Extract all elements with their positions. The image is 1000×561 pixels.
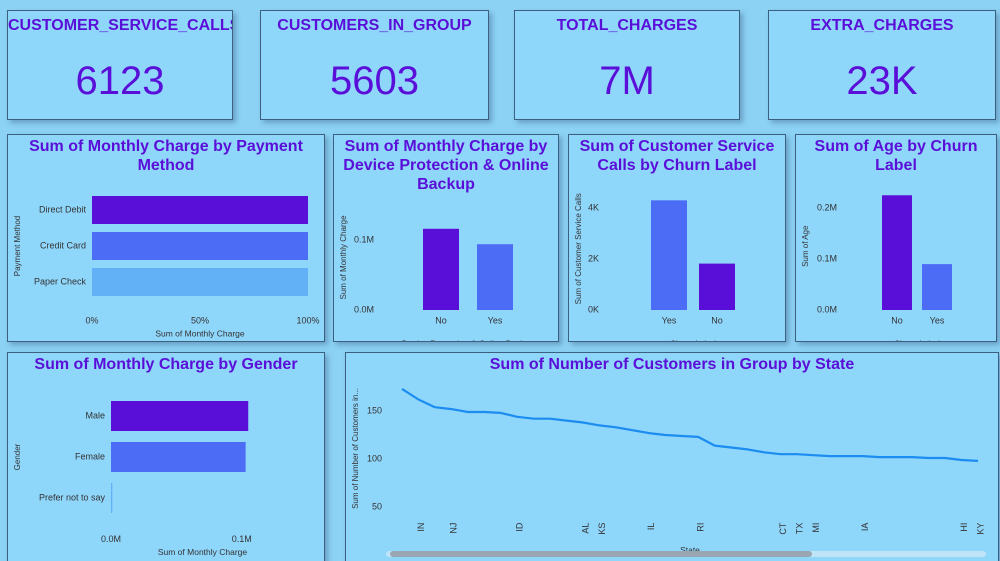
- bar: [111, 442, 246, 472]
- y-tick-label: Direct Debit: [39, 204, 87, 214]
- chart-title: Sum of Monthly Charge by Gender: [34, 356, 298, 373]
- chart: Sum of Monthly Charge Gender 0.0M 0.1M Male F…: [13, 401, 252, 557]
- chart-panel: Device Protection & Online Backup Sum of …: [333, 134, 559, 342]
- chart-title: Sum of Number of Customers in Group by S…: [489, 356, 855, 373]
- x-axis-label: Sum of Monthly Charge: [158, 547, 248, 557]
- kpi-card: CUSTOMER_SERVICE_CALLS 6123: [7, 10, 233, 120]
- y-tick-label: 150: [367, 405, 382, 415]
- chart: Churn Label Sum of Age 0.0M 0.1M 0.2M No Yes: [801, 195, 952, 342]
- x-tick-label: KS: [597, 523, 607, 535]
- chart-panel: Sum of Monthly Charge Payment Method 0% 50%…: [7, 134, 325, 342]
- x-tick-label: TX: [794, 523, 804, 535]
- x-axis-label: Churn Label: [670, 338, 716, 342]
- card-value: 23K: [846, 59, 918, 103]
- y-tick-label: Female: [75, 451, 105, 461]
- y-tick-label: 0.2M: [817, 202, 837, 212]
- x-tick-label: NJ: [449, 523, 459, 534]
- y-axis-label: Gender: [13, 443, 22, 470]
- bar: [651, 200, 687, 310]
- card-title: CUSTOMERS_IN_GROUP: [277, 17, 472, 34]
- bar: [882, 195, 912, 310]
- card-value: 7M: [599, 59, 655, 103]
- x-tick-label: AL: [580, 523, 590, 534]
- x-tick-label: HI: [959, 523, 969, 532]
- y-tick-label: Prefer not to say: [39, 492, 106, 502]
- bar: [92, 196, 308, 224]
- chart-panel: Churn Label Sum of Age 0.0M 0.1M 0.2M No Yes Su…: [795, 134, 997, 342]
- x-tick-label: No: [435, 315, 447, 325]
- x-axis-label: Device Protection & Online Backup: [402, 338, 535, 342]
- x-tick-label: 0.0M: [101, 534, 121, 544]
- bar: [111, 401, 249, 431]
- x-tick-label: Yes: [930, 315, 945, 325]
- x-tick-label: CT: [778, 522, 788, 534]
- y-axis-label: Sum of Customer Service Calls: [574, 193, 583, 304]
- card-title: TOTAL_CHARGES: [556, 17, 698, 34]
- chart-title: Sum of Monthly Charge by Payment Method: [29, 138, 303, 174]
- x-tick-label: IL: [646, 523, 656, 531]
- y-tick-label: 2K: [588, 253, 599, 263]
- chart: Churn Label Sum of Customer Service Calls…: [574, 193, 735, 342]
- chart-panel: Sum of Monthly Charge Gender 0.0M 0.1M Male F…: [7, 352, 325, 561]
- y-tick-label: 100: [367, 453, 382, 463]
- y-tick-label: Credit Card: [40, 240, 86, 250]
- y-tick-label: 0.1M: [354, 234, 374, 244]
- chart: Sum of Monthly Charge Payment Method 0% 50%…: [13, 196, 320, 338]
- x-tick-label: No: [891, 315, 903, 325]
- card-value: 6123: [75, 59, 165, 103]
- y-axis-label: Sum of Number of Customers in...: [351, 388, 360, 509]
- chart-panel: Churn Label Sum of Customer Service Calls…: [568, 134, 786, 342]
- y-tick-label: Paper Check: [34, 276, 87, 286]
- x-tick-label: KY: [975, 523, 985, 535]
- x-tick-label: MI: [811, 523, 821, 533]
- card-value: 5603: [330, 59, 419, 103]
- y-tick-label: Male: [85, 410, 105, 420]
- chart: Device Protection & Online Backup Sum of …: [339, 215, 535, 342]
- y-tick-label: 0.0M: [354, 304, 374, 314]
- y-axis-label: Sum of Monthly Charge: [339, 215, 348, 300]
- bar: [423, 228, 459, 310]
- line-series: [401, 387, 979, 462]
- y-tick-label: 0.0M: [817, 304, 837, 314]
- chart-title: Sum of Age by Churn Label: [814, 138, 978, 174]
- bar: [92, 268, 308, 296]
- y-axis-label: Payment Method: [13, 216, 22, 276]
- x-tick-label: Yes: [662, 315, 677, 325]
- bar: [477, 244, 513, 310]
- bar: [111, 483, 113, 513]
- y-tick-label: 4K: [588, 202, 599, 212]
- x-tick-label: No: [711, 315, 723, 325]
- x-tick-label: IN: [416, 523, 426, 532]
- x-tick-label: RI: [696, 523, 706, 532]
- x-tick-label: IA: [860, 523, 870, 532]
- x-axis-label: Sum of Monthly Charge: [155, 328, 245, 338]
- y-tick-label: 0K: [588, 304, 599, 314]
- chart-panel: State Sum of Number of Customers in... 50 1…: [345, 352, 999, 561]
- bar: [699, 263, 735, 310]
- chart-title: Sum of Monthly Charge by Device Protecti…: [343, 138, 549, 193]
- bar: [92, 232, 308, 260]
- x-tick-label: 0.1M: [232, 534, 252, 544]
- x-axis-label: State: [680, 545, 700, 555]
- kpi-card: TOTAL_CHARGES 7M: [514, 10, 740, 120]
- scrollbar-thumb: [390, 551, 812, 557]
- y-tick-label: 0.1M: [817, 253, 837, 263]
- y-axis-label: Sum of Age: [801, 225, 810, 267]
- card-title: CUSTOMER_SERVICE_CALLS: [8, 17, 233, 34]
- bar: [922, 264, 952, 310]
- x-tick-label: 100%: [296, 315, 319, 325]
- x-tick-label: Yes: [488, 315, 503, 325]
- x-tick-label: 50%: [191, 315, 209, 325]
- x-axis-label: Churn Label: [894, 338, 940, 342]
- card-title: EXTRA_CHARGES: [810, 17, 954, 34]
- y-tick-label: 50: [372, 501, 382, 511]
- chart-title: Sum of Customer Service Calls by Churn L…: [579, 138, 775, 174]
- x-tick-label: ID: [515, 522, 525, 532]
- chart: State Sum of Number of Customers in... 50 1…: [351, 387, 986, 557]
- x-tick-label: 0%: [85, 315, 98, 325]
- kpi-card: CUSTOMERS_IN_GROUP 5603: [260, 10, 489, 120]
- kpi-card: EXTRA_CHARGES 23K: [768, 10, 996, 120]
